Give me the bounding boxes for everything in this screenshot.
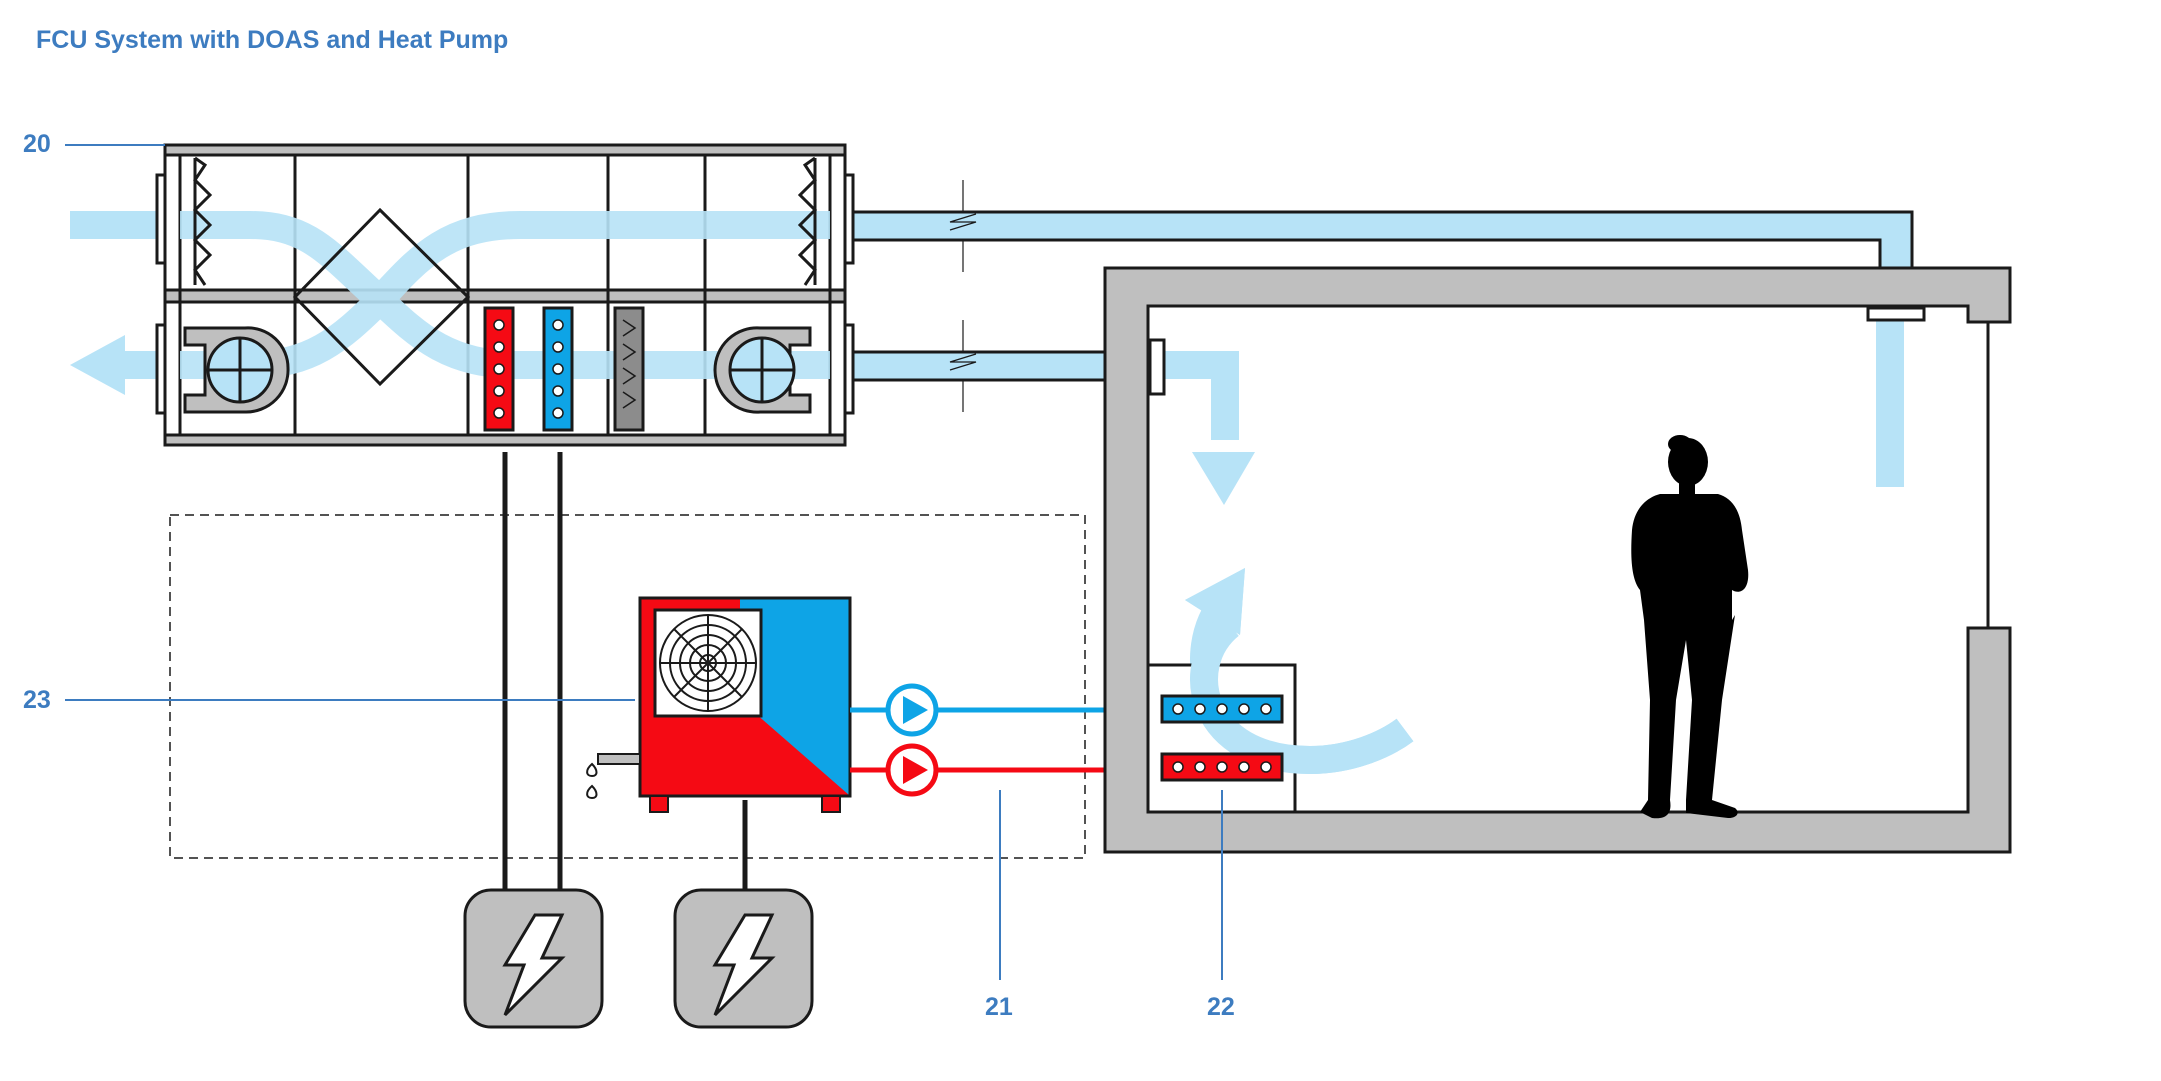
dampers [192, 156, 818, 286]
fan-coil-unit [1146, 614, 1414, 814]
doas-internal-airflow [180, 211, 830, 379]
diagram-title: FCU System with DOAS and Heat Pump [36, 26, 509, 54]
callout-22: 22 [1207, 993, 1235, 1021]
pump-icon [903, 756, 928, 784]
recirculation-arrowhead [1185, 568, 1245, 635]
person-silhouette [1631, 435, 1749, 819]
supply-fan [713, 326, 812, 414]
power-icon [502, 913, 566, 1017]
pump-icon [903, 696, 928, 724]
power-icon [712, 913, 776, 1017]
heat-recovery-core [292, 207, 471, 387]
heating-coil [483, 306, 515, 432]
exhaust-fan [183, 326, 290, 414]
condensate-drop-icon [586, 762, 598, 800]
cooling-coil [542, 306, 574, 432]
filter [613, 306, 645, 432]
power-supply-1 [463, 888, 604, 1029]
exhaust-arrowhead [70, 335, 125, 395]
fan-grille-icon [659, 614, 757, 712]
doas-power-lines [502, 452, 748, 890]
callout-23: 23 [23, 686, 51, 714]
return-grille [1866, 306, 1926, 322]
supply-air-path [1140, 351, 1239, 440]
callout-leaders [65, 144, 1223, 980]
supply-arrowhead [1192, 452, 1255, 505]
outdoor-zone [169, 514, 1086, 859]
supply-diffuser [1148, 338, 1166, 396]
callout-21: 21 [985, 993, 1013, 1021]
heat-pump-outdoor-unit [586, 596, 852, 813]
callout-20: 20 [23, 130, 51, 158]
duct-break-marks [949, 180, 977, 412]
power-supply-2 [673, 888, 814, 1029]
